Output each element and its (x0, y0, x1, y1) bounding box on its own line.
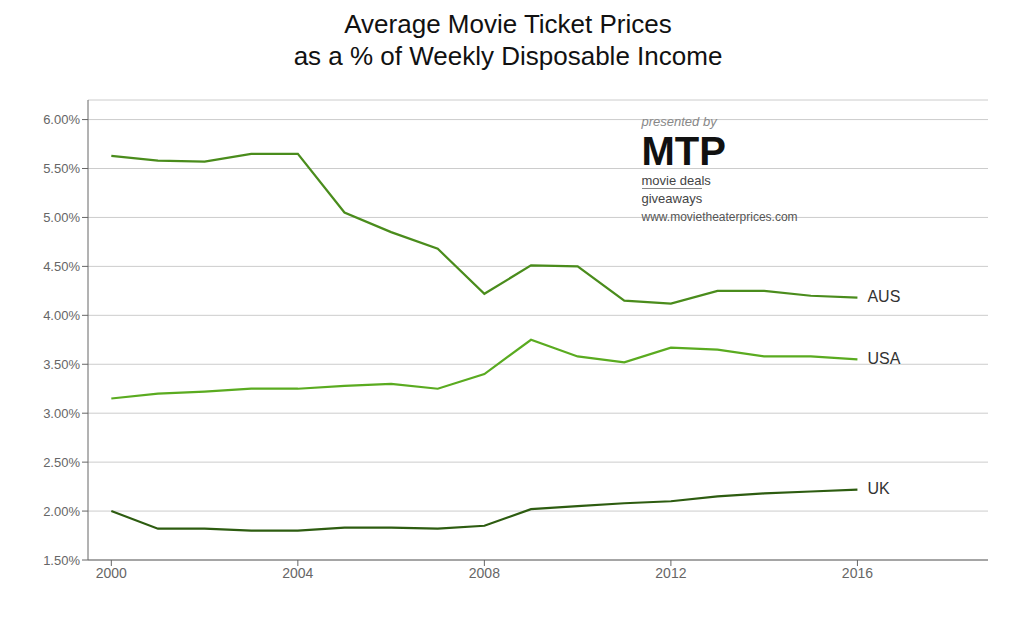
svg-text:2000: 2000 (96, 565, 127, 581)
svg-text:4.50%: 4.50% (43, 259, 80, 274)
svg-text:2.50%: 2.50% (43, 455, 80, 470)
svg-text:5.50%: 5.50% (43, 161, 80, 176)
svg-text:2016: 2016 (842, 565, 873, 581)
svg-text:USA: USA (867, 350, 900, 367)
svg-text:2012: 2012 (655, 565, 686, 581)
svg-text:5.00%: 5.00% (43, 210, 80, 225)
svg-text:2004: 2004 (282, 565, 313, 581)
svg-text:1.50%: 1.50% (43, 553, 80, 568)
svg-text:3.00%: 3.00% (43, 406, 80, 421)
svg-text:4.00%: 4.00% (43, 308, 80, 323)
svg-text:6.00%: 6.00% (43, 112, 80, 127)
html-text:giveaways: giveaways (641, 190, 703, 206)
html-text:MTP: MTP (641, 128, 726, 173)
html-text:Average Movie Ticket Prices as: Average Movie Ticket Prices as a % of We… (293, 9, 723, 71)
svg-text:AUS: AUS (867, 288, 900, 305)
svg-text:2.00%: 2.00% (43, 504, 80, 519)
svg-text:UK: UK (867, 480, 890, 497)
html-text:movie deals: movie deals (641, 172, 711, 188)
html-text:www.movietheaterprices.com: www.movietheaterprices.com (641, 209, 798, 224)
html-text:presented by: presented by (641, 113, 717, 129)
svg-text:3.50%: 3.50% (43, 357, 80, 372)
svg-text:2008: 2008 (469, 565, 500, 581)
